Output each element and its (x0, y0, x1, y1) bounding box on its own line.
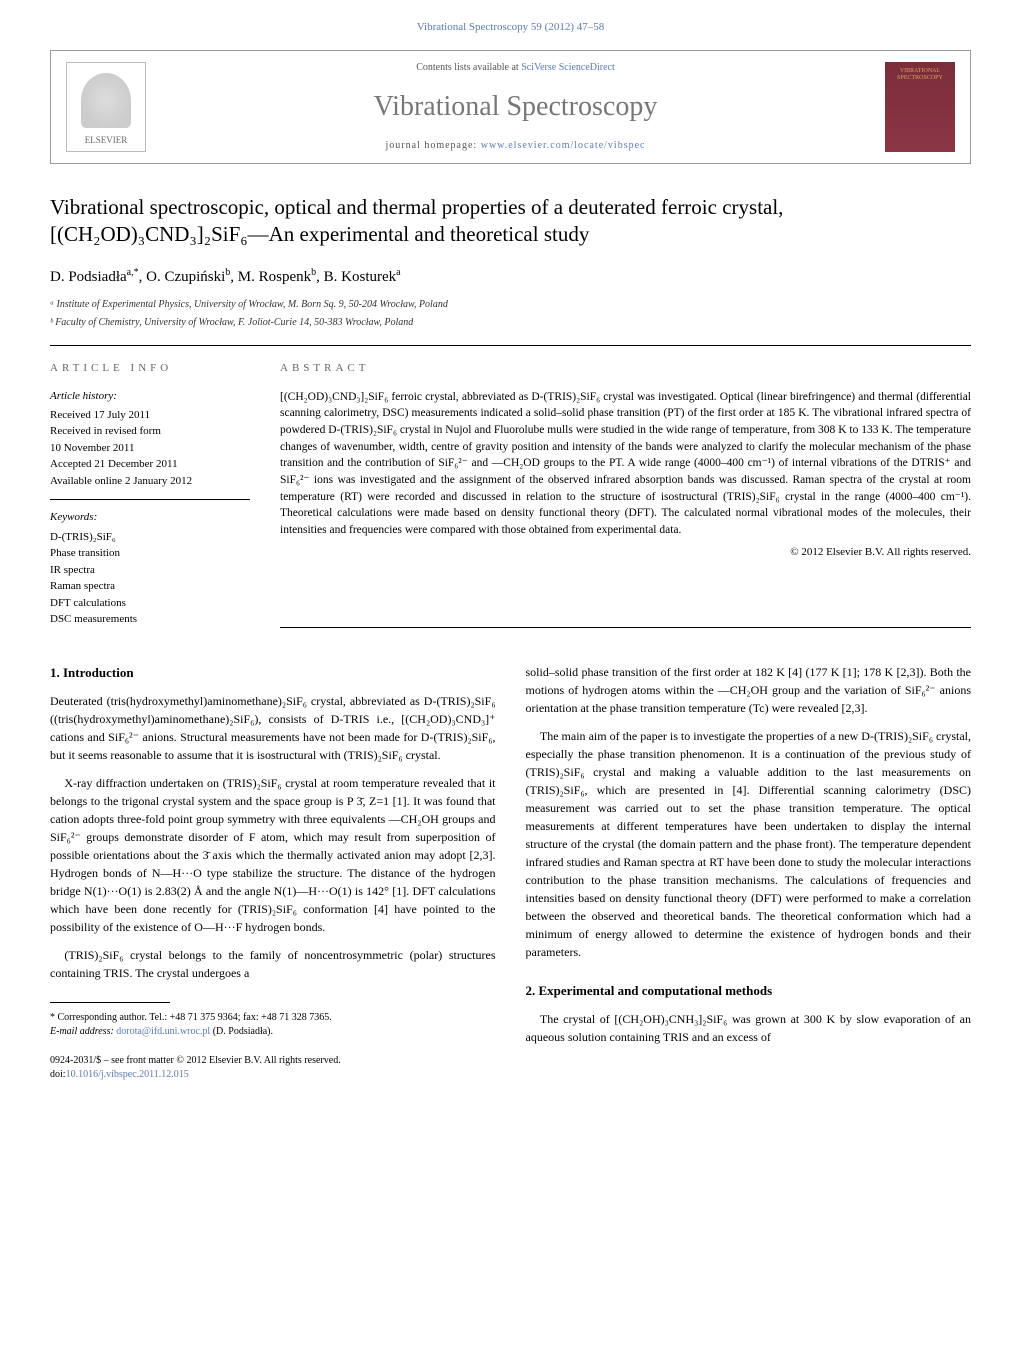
keyword: D-(TRIS)₂SiF₆ (50, 529, 250, 546)
paragraph: solid–solid phase transition of the firs… (526, 663, 972, 717)
section-1-heading: 1. Introduction (50, 663, 496, 683)
elsevier-logo: ELSEVIER (66, 62, 146, 152)
journal-citation: Vibrational Spectroscopy 59 (2012) 47–58 (50, 20, 971, 35)
homepage-line: journal homepage: www.elsevier.com/locat… (146, 139, 885, 153)
footnote-separator (50, 1002, 170, 1003)
keyword: IR spectra (50, 562, 250, 579)
history-item: Accepted 21 December 2011 (50, 456, 250, 473)
history-item: Received in revised form (50, 423, 250, 440)
keyword: Phase transition (50, 545, 250, 562)
paragraph: Deuterated (tris(hydroxymethyl)aminometh… (50, 692, 496, 764)
doi-label: doi: (50, 1069, 66, 1080)
email-link[interactable]: dorota@ifd.uni.wroc.pl (116, 1026, 210, 1037)
journal-title: Vibrational Spectroscopy (146, 87, 885, 126)
right-column: solid–solid phase transition of the firs… (526, 663, 972, 1083)
left-column: 1. Introduction Deuterated (tris(hydroxy… (50, 663, 496, 1083)
issn-line: 0924-2031/$ – see front matter © 2012 El… (50, 1054, 496, 1068)
keyword: DFT calculations (50, 595, 250, 612)
keyword: Raman spectra (50, 578, 250, 595)
journal-cover-thumbnail: VIBRATIONAL SPECTROSCOPY (885, 62, 955, 152)
footer-meta: 0924-2031/$ – see front matter © 2012 El… (50, 1054, 496, 1082)
masthead: ELSEVIER Contents lists available at Sci… (50, 50, 971, 163)
abstract-text: [(CH₂OD)₃CND₃]₂SiF₆ ferroic crystal, abb… (280, 389, 971, 539)
history-item: Available online 2 January 2012 (50, 473, 250, 490)
sciencedirect-link[interactable]: SciVerse ScienceDirect (521, 62, 615, 73)
article-info-heading: ARTICLE INFO (50, 361, 250, 376)
section-2-heading: 2. Experimental and computational method… (526, 981, 972, 1001)
doi-line: doi:10.1016/j.vibspec.2011.12.015 (50, 1068, 496, 1082)
doi-link[interactable]: 10.1016/j.vibspec.2011.12.015 (66, 1069, 189, 1080)
masthead-center: Contents lists available at SciVerse Sci… (146, 61, 885, 152)
keyword: DSC measurements (50, 611, 250, 628)
elsevier-tree-icon (81, 73, 131, 128)
article-title: Vibrational spectroscopic, optical and t… (50, 194, 971, 249)
authors: D. Podsiadłaa,*, O. Czupińskib, M. Rospe… (50, 266, 971, 288)
keywords-label: Keywords: (50, 510, 250, 525)
corresponding-author: * Corresponding author. Tel.: +48 71 375… (50, 1011, 496, 1025)
paragraph: (TRIS)₂SiF₆ crystal belongs to the famil… (50, 946, 496, 982)
email-label: E-mail address: (50, 1026, 116, 1037)
email-suffix: (D. Podsiadła). (210, 1026, 273, 1037)
history-item: Received 17 July 2011 (50, 407, 250, 424)
homepage-link[interactable]: www.elsevier.com/locate/vibspec (481, 140, 646, 151)
abstract: ABSTRACT [(CH₂OD)₃CND₃]₂SiF₆ ferroic cry… (280, 346, 971, 628)
contents-prefix: Contents lists available at (416, 62, 521, 73)
contents-line: Contents lists available at SciVerse Sci… (146, 61, 885, 75)
email-line: E-mail address: dorota@ifd.uni.wroc.pl (… (50, 1025, 496, 1039)
paragraph: The main aim of the paper is to investig… (526, 727, 972, 961)
homepage-prefix: journal homepage: (386, 140, 481, 151)
affiliation-a: ᵃ Institute of Experimental Physics, Uni… (50, 298, 971, 312)
article-info: ARTICLE INFO Article history: Received 1… (50, 346, 250, 628)
history-label: Article history: (50, 389, 250, 404)
elsevier-label: ELSEVIER (85, 134, 128, 147)
history-item: 10 November 2011 (50, 440, 250, 457)
paragraph: The crystal of [(CH₂OH)₃CNH₃]₂SiF₆ was g… (526, 1010, 972, 1046)
affiliation-b: ᵇ Faculty of Chemistry, University of Wr… (50, 316, 971, 330)
paragraph: X-ray diffraction undertaken on (TRIS)₂S… (50, 774, 496, 936)
abstract-heading: ABSTRACT (280, 361, 971, 376)
copyright: © 2012 Elsevier B.V. All rights reserved… (280, 545, 971, 560)
